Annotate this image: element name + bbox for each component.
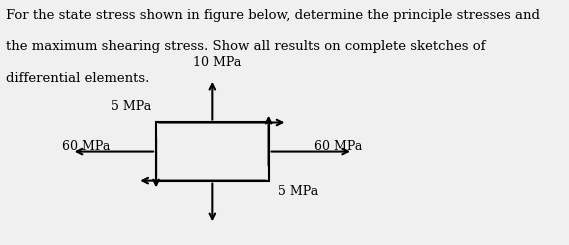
Text: the maximum shearing stress. Show all results on complete sketches of: the maximum shearing stress. Show all re…: [6, 40, 485, 53]
Text: differential elements.: differential elements.: [6, 72, 150, 85]
Bar: [156, 122, 269, 181]
Text: 5 MPa: 5 MPa: [278, 185, 318, 198]
Text: For the state stress shown in figure below, determine the principle stresses and: For the state stress shown in figure bel…: [6, 9, 540, 22]
Text: 60 MPa: 60 MPa: [314, 140, 362, 153]
Text: 60 MPa: 60 MPa: [63, 140, 111, 153]
Text: 5 MPa: 5 MPa: [111, 100, 151, 113]
Text: 10 MPa: 10 MPa: [193, 56, 241, 69]
